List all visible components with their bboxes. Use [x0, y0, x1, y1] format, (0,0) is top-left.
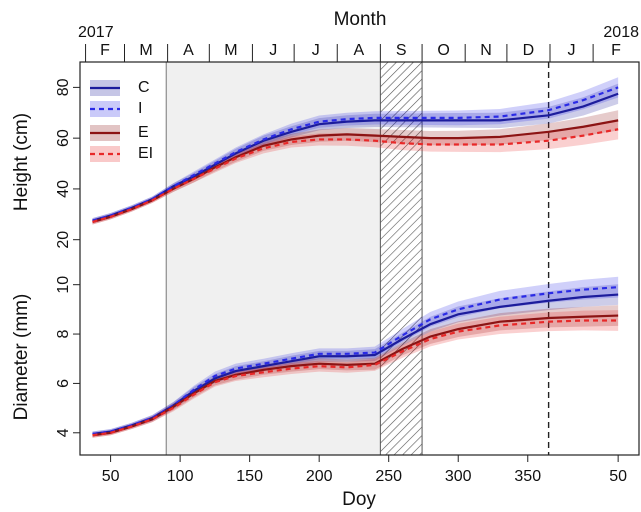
x-tick-label: 50 [609, 468, 627, 485]
x-tick-label: 200 [306, 468, 333, 485]
legend-swatch [90, 101, 120, 117]
month-label: A [353, 42, 364, 59]
x-tick-label: 100 [167, 468, 194, 485]
legend-label: EI [138, 145, 153, 162]
y-axis-title: Diameter (mm) [11, 294, 32, 421]
month-label: J [269, 42, 277, 59]
x-tick-label: 150 [236, 468, 263, 485]
legend-swatch [90, 146, 120, 162]
legend-label: I [138, 100, 142, 117]
series-line [92, 319, 619, 437]
ci-band [92, 83, 619, 224]
plot-frame [79, 61, 640, 456]
legend-label: E [138, 124, 149, 141]
ci-band [92, 284, 619, 437]
y-tick-label: 80 [55, 78, 72, 96]
x-tick-label: 300 [445, 468, 472, 485]
month-label: A [183, 42, 194, 59]
series-line [92, 128, 619, 223]
y-tick-label: 10 [55, 276, 72, 294]
x-axis-title: Doy [342, 489, 376, 510]
ci-band [92, 77, 619, 224]
y-tick-label: 60 [55, 129, 72, 147]
x-tick-label: 350 [514, 468, 541, 485]
ci-band [92, 110, 619, 225]
legend-label: C [138, 79, 150, 96]
hatched-span [379, 61, 423, 456]
year-label: 2017 [78, 24, 114, 41]
ci-band [92, 119, 619, 225]
month-label: J [312, 42, 320, 59]
top-axis-title: Month [334, 9, 387, 30]
month-label: N [480, 42, 492, 59]
month-label: F [100, 42, 110, 59]
y-tick-label: 40 [55, 180, 72, 198]
y-tick-label: 6 [55, 379, 72, 388]
month-label: J [568, 42, 576, 59]
y-axis-title: Height (cm) [11, 113, 32, 211]
ci-band [92, 310, 619, 438]
y-tick-label: 8 [55, 330, 72, 339]
month-label: M [139, 42, 152, 59]
month-label: S [396, 42, 407, 59]
y-tick-label: 20 [55, 231, 72, 249]
year-label: 2018 [603, 24, 639, 41]
y-tick-label: 4 [55, 428, 72, 437]
x-tick-label: 250 [375, 468, 402, 485]
month-label: F [611, 42, 621, 59]
month-label: O [437, 42, 449, 59]
series-line [92, 86, 619, 222]
month-label: M [224, 42, 237, 59]
x-tick-label: 50 [102, 468, 120, 485]
month-label: D [523, 42, 535, 59]
